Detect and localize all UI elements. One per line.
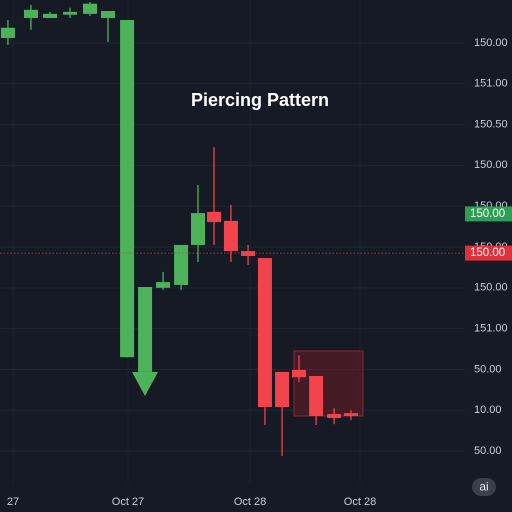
- x-tick-label: Oct 28: [344, 496, 376, 508]
- candle-body: [241, 251, 256, 256]
- candle-body: [156, 282, 171, 288]
- candle-body: [223, 220, 238, 252]
- badge-bg: [472, 478, 496, 496]
- candle-body: [309, 375, 324, 417]
- y-tick-label: 10.00: [474, 404, 502, 416]
- candle-body: [43, 13, 58, 18]
- price-tag: [465, 245, 512, 261]
- down-arrow: [132, 372, 158, 396]
- candle-body: [291, 369, 306, 378]
- axes: 150.00 151.00 150.50 150.00 150.00 150.00 150.…: [0, 37, 512, 508]
- candle-body: [23, 9, 38, 18]
- candles: [0, 2, 358, 457]
- candle-body: [63, 11, 78, 15]
- candle-body: [174, 244, 189, 285]
- candle-body: [138, 286, 153, 372]
- pattern-highlight: [293, 350, 364, 417]
- y-tick-label: 151.00: [474, 323, 508, 335]
- candle-body: [120, 20, 135, 358]
- chart-title: Piercing Pattern: [191, 90, 329, 110]
- y-tick-label: 50.00: [474, 445, 502, 457]
- price-tag: [465, 206, 512, 222]
- badge: ai: [479, 480, 488, 494]
- y-tick-label: 151.00: [474, 78, 508, 90]
- candle-body: [191, 213, 205, 245]
- candle-body: [257, 258, 272, 408]
- price-tag-label: 150.00: [470, 247, 505, 259]
- x-tick-label: Oct 28: [234, 496, 266, 508]
- y-tick-label: 50.00: [474, 363, 502, 375]
- candle-body: [83, 3, 97, 14]
- candle-body: [344, 413, 358, 417]
- x-tick-label: Oct 27: [112, 496, 144, 508]
- candle-body: [275, 371, 290, 408]
- candle-body: [101, 11, 115, 18]
- price-tag-label: 150.00: [470, 208, 505, 220]
- candle-body: [327, 413, 342, 419]
- y-tick-label: 150.00: [474, 282, 508, 294]
- x-tick-label: 27: [7, 496, 19, 508]
- candle-body: [207, 211, 222, 223]
- y-tick-label: 150.00: [474, 159, 508, 171]
- y-tick-label: 150.50: [474, 118, 508, 130]
- candle-body: [0, 27, 15, 38]
- y-tick-label: 150.00: [474, 37, 508, 49]
